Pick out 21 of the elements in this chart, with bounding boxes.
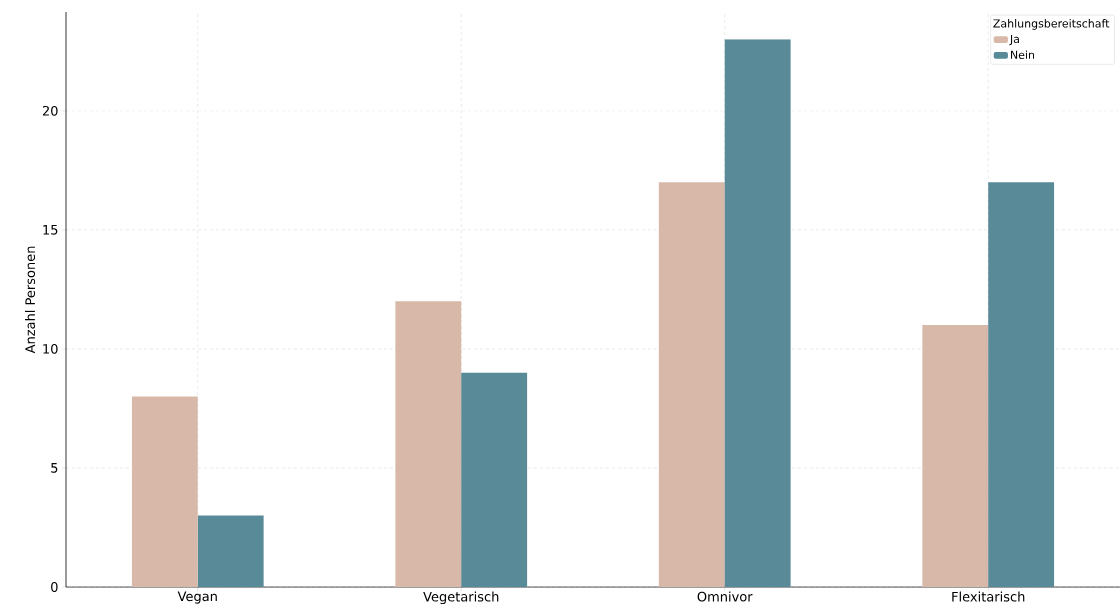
- legend-label: Ja: [1009, 34, 1019, 46]
- legend-title: Zahlungsbereitschaft: [993, 19, 1110, 30]
- bar: [197, 515, 264, 587]
- y-tick-label: 15: [43, 225, 58, 235]
- bar: [658, 182, 725, 587]
- y-tick-label: 0: [51, 582, 58, 592]
- bar: [724, 39, 791, 587]
- y-axis-title: Anzahl Personen: [25, 246, 36, 354]
- legend-label: Nein: [1011, 50, 1035, 59]
- bar: [131, 396, 198, 587]
- x-tick-label: Omnivor: [697, 591, 753, 602]
- x-tick-label: Vegetarisch: [423, 591, 499, 605]
- bar: [988, 182, 1055, 587]
- y-tick-label: 5: [51, 463, 58, 473]
- x-tick-label: Flexitarisch: [952, 591, 1025, 602]
- bar: [922, 325, 989, 587]
- x-tick-label: Vegan: [177, 591, 217, 604]
- bar: [461, 372, 528, 587]
- y-tick-label: 10: [43, 343, 58, 354]
- y-tick-label: 20: [42, 105, 58, 116]
- bar: [395, 301, 462, 587]
